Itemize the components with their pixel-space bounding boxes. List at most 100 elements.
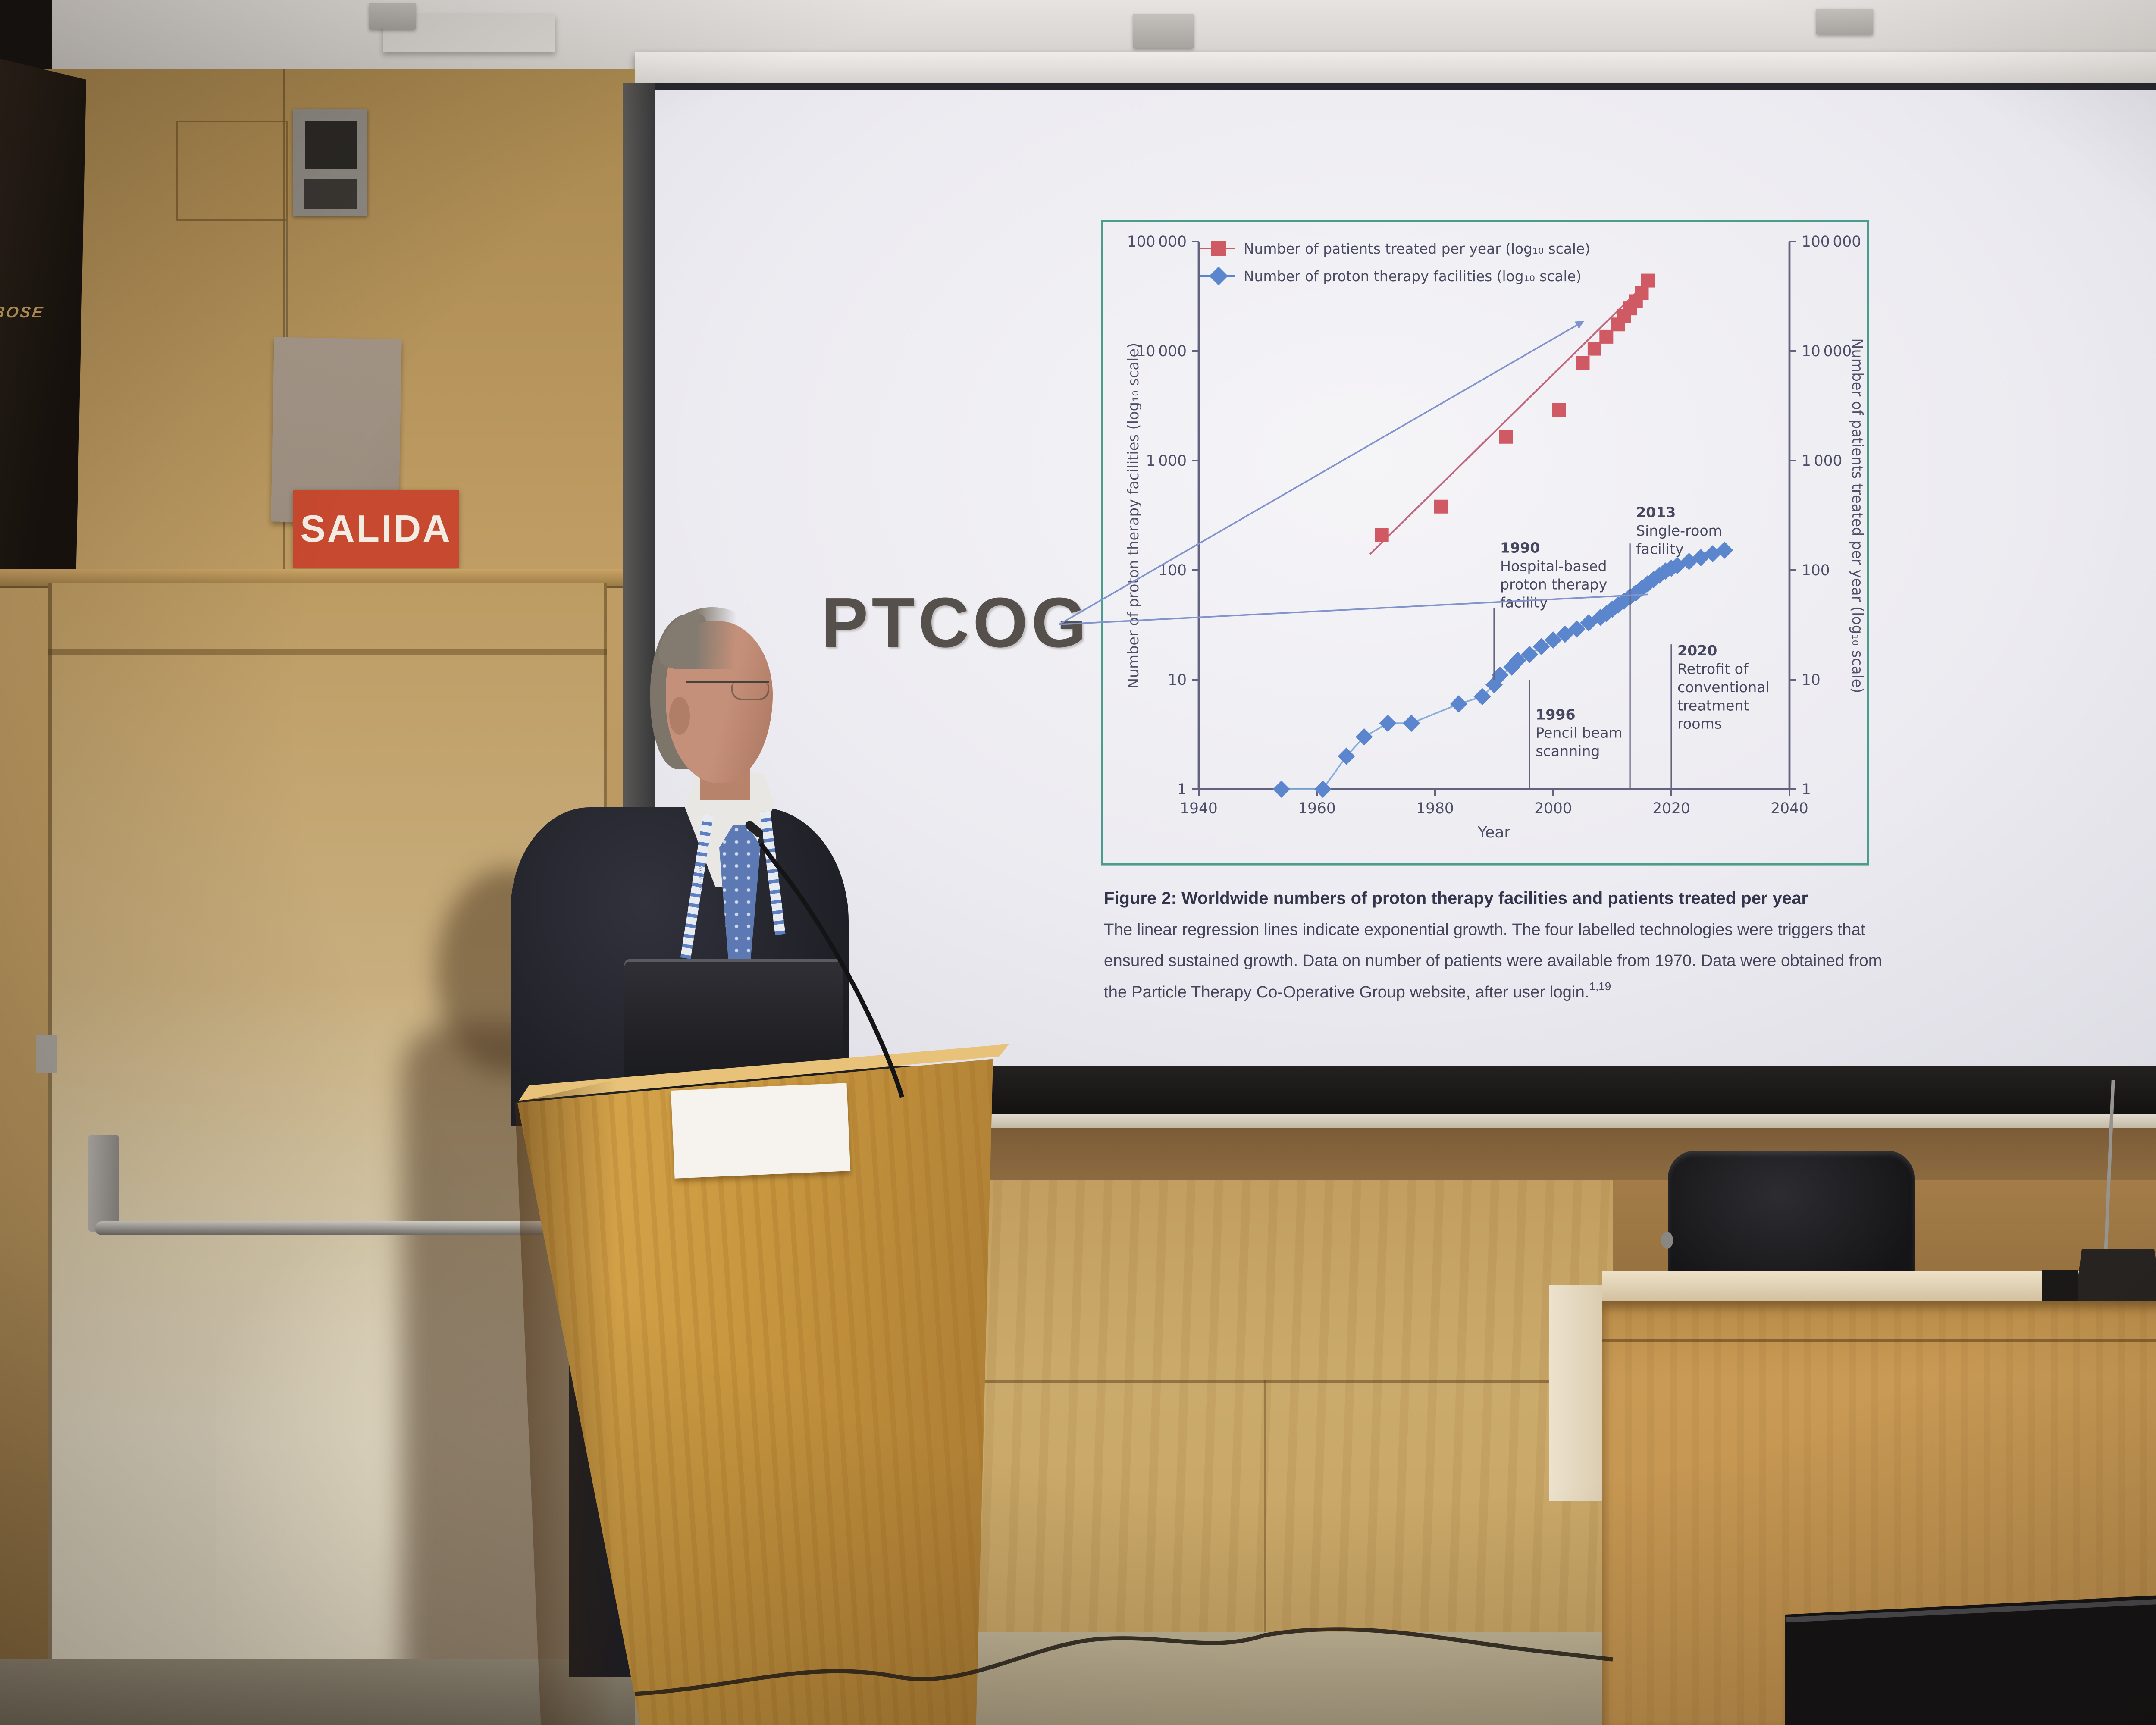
y-tick-label-left: 10 000 bbox=[1137, 343, 1187, 360]
legend-marker-square bbox=[1211, 241, 1226, 256]
figure-caption-title: Figure 2: Worldwide numbers of proton th… bbox=[1104, 890, 1808, 909]
floor-carpet bbox=[0, 1659, 635, 1725]
chair-knob bbox=[1661, 1232, 1673, 1249]
ptcog-callout-line bbox=[1059, 593, 1648, 625]
annotation-text: scanning bbox=[1536, 743, 1600, 759]
annotation-text: Single-room bbox=[1636, 522, 1722, 539]
annotation-text: rooms bbox=[1677, 715, 1722, 732]
data-point-square bbox=[1375, 528, 1389, 542]
panel-seam bbox=[635, 1380, 1613, 1383]
annotation-text: facility bbox=[1500, 594, 1548, 611]
x-axis-title: Year bbox=[1477, 824, 1510, 841]
y-tick-label-right: 1 bbox=[1802, 781, 1811, 798]
data-point-diamond bbox=[1379, 715, 1397, 732]
annotation-text: treatment bbox=[1677, 697, 1749, 714]
y-tick-label-left: 10 bbox=[1168, 671, 1187, 689]
x-tick-label: 2000 bbox=[1534, 800, 1572, 817]
legend-label: Number of patients treated per year (log… bbox=[1244, 241, 1590, 257]
y-tick-label-right: 100 000 bbox=[1802, 233, 1861, 251]
y-tick-label-left: 1 000 bbox=[1146, 452, 1187, 470]
data-point-square bbox=[1587, 342, 1601, 356]
y-tick-label-left: 1 bbox=[1177, 781, 1187, 798]
annotation-text: 2013 bbox=[1636, 504, 1676, 521]
exit-sign-label: SALIDA bbox=[300, 506, 452, 549]
annotation-text: 1990 bbox=[1500, 539, 1540, 556]
x-tick-label: 2040 bbox=[1771, 800, 1808, 817]
screen-mount-bracket bbox=[369, 3, 416, 29]
lanyard-brand-text: novocure bbox=[697, 862, 704, 891]
door-push-bar bbox=[95, 1221, 595, 1235]
data-point-square bbox=[1434, 499, 1448, 514]
data-point-diamond bbox=[1521, 646, 1539, 663]
y-axis-title-left: Number of proton therapy facilities (log… bbox=[1125, 343, 1142, 689]
data-point-diamond bbox=[1473, 688, 1491, 706]
data-point-square bbox=[1599, 329, 1614, 344]
door-gap bbox=[48, 583, 52, 1725]
projector-screen-casing bbox=[635, 52, 2156, 83]
presenter-ear bbox=[669, 697, 690, 735]
data-point-diamond bbox=[1503, 659, 1521, 676]
control-panel-buttons bbox=[304, 179, 357, 209]
x-tick-label: 1960 bbox=[1298, 800, 1336, 817]
y-axis-title-right: Number of patients treated per year (log… bbox=[1849, 338, 1866, 693]
data-point-diamond bbox=[1450, 695, 1467, 713]
data-point-square bbox=[1641, 273, 1655, 288]
data-point-diamond bbox=[1509, 652, 1526, 669]
wall-cable bbox=[286, 217, 288, 342]
data-point-diamond bbox=[1568, 620, 1586, 638]
wall-control-panel bbox=[293, 109, 367, 216]
presenter-glasses-lens bbox=[731, 683, 769, 700]
y-tick-label-right: 10 000 bbox=[1802, 343, 1852, 360]
table-microphone-accessory bbox=[2042, 1270, 2078, 1301]
data-point-diamond bbox=[1716, 541, 1733, 559]
door-top-rail bbox=[48, 649, 607, 656]
data-point-diamond bbox=[1545, 631, 1562, 649]
annotation-text: 2020 bbox=[1677, 642, 1717, 659]
ptcog-callout-line bbox=[1059, 321, 1584, 625]
data-point-square bbox=[1635, 286, 1649, 300]
data-point-diamond bbox=[1272, 781, 1290, 798]
door-hinge bbox=[36, 1035, 57, 1073]
annotation-text: Retrofit of bbox=[1677, 661, 1749, 677]
annotation-text: conventional bbox=[1677, 679, 1770, 696]
y-tick-label-right: 10 bbox=[1802, 671, 1821, 689]
control-panel-display bbox=[305, 121, 357, 169]
caption-reference: 1,19 bbox=[1589, 982, 1611, 994]
slide-side-label: PTCOG bbox=[821, 583, 1090, 662]
annotation-text: Hospital-based bbox=[1500, 558, 1607, 574]
table-microphone-base bbox=[2075, 1249, 2156, 1301]
figure-caption: Figure 2: Worldwide numbers of proton th… bbox=[1104, 890, 1883, 1010]
data-point-diamond bbox=[1355, 728, 1373, 746]
desk-end-panel bbox=[1549, 1285, 1613, 1501]
panel-seam bbox=[1264, 1380, 1266, 1659]
y-tick-label-right: 1 000 bbox=[1802, 452, 1842, 470]
data-point-diamond bbox=[1532, 638, 1550, 656]
data-point-diamond bbox=[1403, 715, 1420, 732]
wall-seam bbox=[283, 69, 285, 586]
wall-access-panel bbox=[176, 121, 288, 221]
ceiling-corner-shadow bbox=[0, 0, 52, 69]
annotation-text: Pencil beam bbox=[1536, 724, 1623, 741]
screen-mount-bracket bbox=[1816, 9, 1873, 34]
x-tick-label: 1940 bbox=[1180, 800, 1218, 817]
presenter-glasses bbox=[686, 681, 769, 697]
annotation-text: 1996 bbox=[1536, 706, 1575, 723]
data-point-diamond bbox=[1491, 666, 1509, 684]
podium-paper-sign bbox=[671, 1083, 851, 1179]
figure-border bbox=[1101, 220, 1869, 866]
exit-sign: SALIDA bbox=[293, 490, 459, 568]
y-tick-label-left: 100 000 bbox=[1127, 233, 1187, 251]
annotation-text: facility bbox=[1636, 540, 1684, 557]
data-point-diamond bbox=[1338, 747, 1355, 765]
figure-caption-body: The linear regression lines indicate exp… bbox=[1104, 921, 1882, 1004]
data-point-square bbox=[1552, 403, 1566, 417]
x-tick-label: 2020 bbox=[1652, 800, 1690, 817]
screen-mount-bracket bbox=[1133, 14, 1194, 48]
legend-marker-diamond bbox=[1209, 267, 1228, 285]
data-point-square bbox=[1499, 430, 1513, 444]
data-point-square bbox=[1576, 356, 1590, 370]
regression-line bbox=[1369, 278, 1651, 555]
wall-speaker: BOSE bbox=[0, 59, 86, 585]
door-push-bar-mount bbox=[88, 1135, 119, 1232]
